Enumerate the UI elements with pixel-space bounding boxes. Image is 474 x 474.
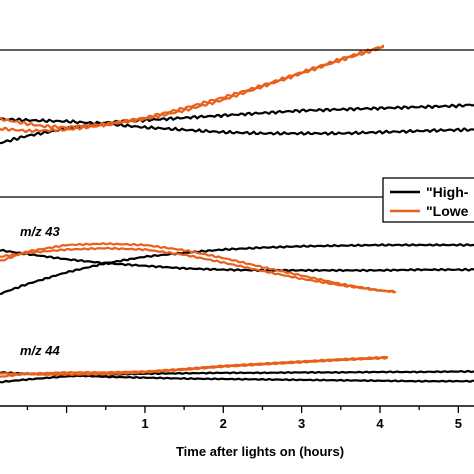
panel-2-label: m/z 43 [20, 224, 61, 239]
panel-3: m/z 44 [0, 343, 474, 384]
panel-1-series-line [0, 44, 384, 130]
legend-label: "High- [426, 184, 469, 200]
x-axis: 1 2 3 4 5 Time after lights on (hours) [0, 405, 474, 459]
x-tick-label: 1 [141, 416, 148, 431]
x-axis-label: Time after lights on (hours) [176, 444, 344, 459]
panel-2-series-line [0, 243, 474, 295]
panel-2: m/z 43 [0, 224, 474, 295]
x-tick-label: 2 [220, 416, 227, 431]
x-tick-label: 4 [376, 416, 384, 431]
x-tick-label: 3 [298, 416, 305, 431]
panel-1-series-line [0, 103, 474, 145]
panels-group: m/z 43 m/z 44 [0, 44, 474, 384]
panel-2-series-line [0, 248, 474, 273]
legend-label: "Lowe [426, 203, 469, 219]
legend: "High- "Lowe [382, 177, 474, 223]
panel-1-series-line [0, 117, 474, 136]
panel-3-series-line [0, 356, 389, 376]
panel-1 [0, 44, 474, 145]
panel-2-series-line [0, 246, 397, 294]
x-tick-label: 5 [455, 416, 462, 431]
panel-3-label: m/z 44 [20, 343, 61, 358]
panel-3-series-line [0, 355, 389, 378]
legend-box [382, 177, 474, 223]
panel-1-series-line [0, 45, 384, 134]
